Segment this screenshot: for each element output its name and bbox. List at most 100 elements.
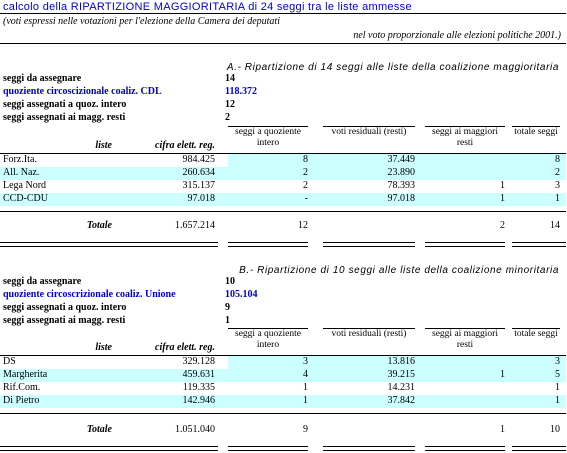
double-rule (425, 446, 505, 451)
summary-label: seggi assegnati ai magg. resti (3, 315, 126, 326)
row-band (0, 193, 566, 206)
note-line-2: nel voto proporzionale alle elezioni pol… (353, 30, 561, 41)
header-quoziente: seggi a quoziente intero (235, 127, 301, 148)
row-voti: 78.393 (387, 180, 416, 191)
row-liste: CCD-CDU (3, 193, 49, 204)
row-cifra: 142.946 (182, 395, 216, 406)
header-liste: liste (95, 140, 112, 151)
double-rule (512, 446, 566, 451)
title-rule (0, 13, 566, 14)
summary-value: 118.372 (225, 86, 257, 97)
header-bottom-rule (0, 153, 566, 154)
header-quoziente: seggi a quoziente intero (235, 329, 301, 350)
row-liste: DS (3, 356, 16, 367)
row-band (0, 395, 566, 408)
double-rule (425, 242, 505, 247)
totals-label: Totale (86, 220, 112, 231)
totals-quoziente: 9 (303, 424, 308, 435)
row-band (0, 167, 566, 180)
row-liste: Margherita (3, 369, 48, 380)
row-quoziente: - (304, 193, 308, 204)
header-totale: totale seggi (514, 127, 558, 137)
header-rule (512, 328, 560, 329)
header-maggiori: seggi ai maggiori resti (432, 127, 498, 148)
header-rule (425, 328, 505, 329)
totals-totale: 14 (550, 220, 560, 231)
section-title: B.- Ripartizione di 10 seggi alle liste … (239, 265, 559, 276)
totals-cifra: 1.051.040 (175, 424, 215, 435)
totals-totale: 10 (550, 424, 560, 435)
header-rule (228, 328, 308, 329)
row-liste: Lega Nord (3, 180, 47, 191)
row-maggiori: 1 (500, 369, 505, 380)
summary-value: 12 (225, 99, 235, 110)
summary-label: seggi da assegnare (3, 73, 82, 84)
header-rule (323, 126, 415, 127)
row-cifra: 459.631 (182, 369, 216, 380)
row-voti: 37.449 (387, 154, 416, 165)
header-rule (512, 126, 560, 127)
header-bottom-rule (0, 355, 566, 356)
summary-label: seggi assegnati a quoz. intero (3, 302, 127, 313)
row-cifra: 260.634 (182, 167, 216, 178)
summary-label: quoziente circoscizionale coaliz. CDL (3, 86, 162, 97)
row-cifra: 329.128 (182, 356, 216, 367)
header-totale: totale seggi (514, 329, 558, 339)
double-rule (0, 242, 218, 247)
row-cifra: 984.425 (182, 154, 216, 165)
summary-value: 10 (225, 276, 235, 287)
row-quoziente: 4 (303, 369, 308, 380)
header-voti: voti residuali (resti) (331, 329, 407, 339)
summary-label: quoziente circoscrizionale coaliz. Union… (3, 289, 176, 300)
row-liste: Di Pietro (3, 395, 40, 406)
summary-value: 1 (225, 315, 230, 326)
row-totale: 1 (555, 395, 560, 406)
row-voti: 39.215 (387, 369, 416, 380)
row-quoziente: 1 (303, 382, 308, 393)
double-rule (0, 446, 218, 451)
section-title: A.- Ripartizione di 14 seggi alle liste … (226, 62, 559, 73)
row-totale: 2 (555, 167, 560, 178)
row-maggiori: 1 (500, 180, 505, 191)
row-quoziente: 8 (303, 154, 308, 165)
row-quoziente: 2 (303, 167, 308, 178)
row-totale: 1 (555, 382, 560, 393)
row-quoziente: 2 (303, 180, 308, 191)
header-rule (323, 328, 415, 329)
header-maggiori: seggi ai maggiori resti (432, 329, 498, 350)
summary-value: 9 (225, 302, 230, 313)
note-line-1: (voti espressi nelle votazioni per l'ele… (3, 16, 280, 27)
header-rule (425, 126, 505, 127)
totals-cifra: 1.657.214 (175, 220, 215, 231)
row-voti: 14.231 (387, 382, 416, 393)
row-band (228, 356, 566, 369)
row-band (228, 154, 566, 167)
header-voti: voti residuali (resti) (331, 127, 407, 137)
summary-label: seggi da assegnare (3, 276, 82, 287)
double-rule (228, 242, 308, 247)
row-totale: 3 (555, 356, 560, 367)
row-cifra: 315.137 (182, 180, 216, 191)
totals-maggiori: 1 (500, 424, 505, 435)
row-voti: 23.890 (387, 167, 416, 178)
summary-value: 2 (225, 112, 230, 123)
row-voti: 37.842 (387, 395, 416, 406)
totals-label: Totale (86, 424, 112, 435)
summary-label: seggi assegnati ai magg. resti (3, 112, 126, 123)
header-cifra: cifra elett. reg. (155, 342, 215, 353)
double-rule (323, 446, 415, 451)
row-totale: 5 (555, 369, 560, 380)
totals-top-rule (0, 211, 566, 212)
note-rule (0, 43, 566, 44)
row-liste: Forz.Ita. (3, 154, 37, 165)
row-quoziente: 3 (303, 356, 308, 367)
row-quoziente: 1 (303, 395, 308, 406)
header-liste: liste (95, 342, 112, 353)
double-rule (512, 242, 566, 247)
row-liste: All. Naz. (3, 167, 40, 178)
double-rule (323, 242, 415, 247)
row-cifra: 119.335 (182, 382, 215, 393)
row-maggiori: 1 (500, 193, 505, 204)
row-totale: 1 (555, 193, 560, 204)
row-liste: Rif.Com. (3, 382, 41, 393)
